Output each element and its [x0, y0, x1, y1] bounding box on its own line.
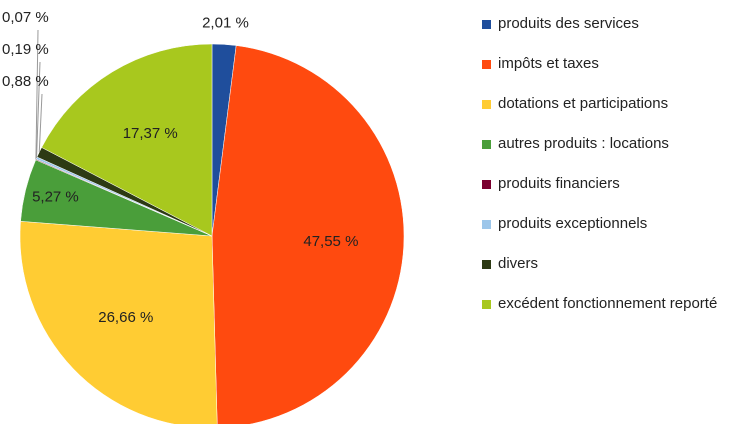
- pie: 2,01 % 47,55 % 26,66 % 5,27 % 0,07 % 0,19 % 0,…: [2, 9, 405, 424]
- data-label: 26,66 %: [98, 309, 153, 326]
- data-label: 17,37 %: [123, 125, 178, 142]
- legend-item: produits financiers: [482, 174, 734, 214]
- legend-swatch: [482, 180, 491, 189]
- data-label: 0,88 %: [2, 73, 49, 90]
- data-label: 0,19 %: [2, 41, 49, 58]
- legend-item: excédent fonctionnement reporté: [482, 294, 734, 334]
- slice: [211, 45, 405, 424]
- legend-label: dotations et participations: [498, 95, 669, 112]
- legend-label: excédent fonctionnement reporté: [498, 295, 718, 312]
- legend-item: autres produits : locations: [482, 134, 734, 174]
- legend-swatch: [482, 260, 491, 269]
- legend-item: impôts et taxes: [482, 54, 734, 94]
- legend-item: produits exceptionnels: [482, 214, 734, 254]
- legend-item: produits des services: [482, 14, 734, 54]
- data-label: 2,01 %: [202, 14, 249, 31]
- legend-label: impôts et taxes: [498, 55, 599, 72]
- data-label: 0,07 %: [2, 9, 49, 26]
- legend-label: produits financiers: [498, 175, 620, 192]
- legend-item: divers: [482, 254, 734, 294]
- legend-swatch: [482, 60, 491, 69]
- legend-label: produits des services: [498, 15, 639, 32]
- legend-label: divers: [498, 255, 539, 272]
- data-label: 5,27 %: [32, 188, 79, 205]
- legend-swatch: [482, 220, 491, 229]
- leader-line: [38, 93, 43, 153]
- leader-line: [36, 61, 41, 159]
- legend-swatch: [482, 20, 491, 29]
- slice: [41, 43, 213, 237]
- legend-label: produits exceptionnels: [498, 215, 648, 232]
- legend-swatch: [482, 300, 491, 309]
- leader-line: [35, 29, 39, 160]
- legend-swatch: [482, 100, 491, 109]
- legend-item: dotations et participations: [482, 94, 734, 134]
- data-label: 47,55 %: [303, 233, 358, 250]
- legend-label: autres produits : locations: [498, 135, 669, 152]
- legend: produits des services impôts et taxes dota…: [482, 14, 734, 334]
- legend-swatch: [482, 140, 491, 149]
- slice: [19, 221, 218, 424]
